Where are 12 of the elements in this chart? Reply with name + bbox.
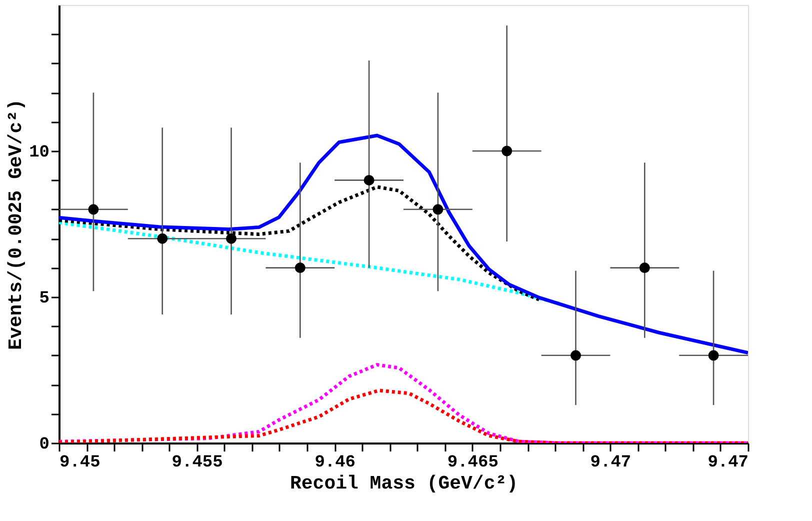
y-axis-title: Events/(0.0025 GeV/c²) [5,99,28,350]
y-tick-label: 10 [29,144,50,162]
x-tick-label: 9.465 [447,454,498,472]
x-tick-label: 9.47 [708,454,748,472]
y-tick-label: 5 [39,290,50,308]
x-tick-label: 9.45 [60,454,100,472]
x-tick-label: 9.455 [172,454,223,472]
x-tick-label: 9.46 [314,454,356,472]
line-series [59,134,748,355]
x-tick-label: 9.47 [590,454,632,472]
y-tick-label: 0 [39,436,50,454]
x-axis-title: Recoil Mass (GeV/c²) [290,472,518,494]
